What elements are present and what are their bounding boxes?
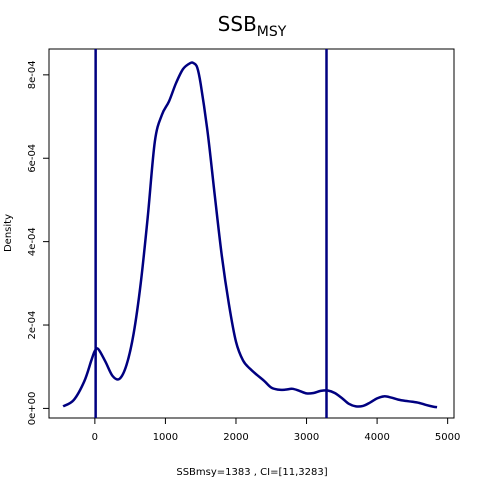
x-tick-label: 4000 xyxy=(364,432,389,443)
chart-title-subscript: MSY xyxy=(257,24,287,40)
y-tick-label: 8e-04 xyxy=(27,60,38,89)
y-tick-label: 6e-04 xyxy=(27,144,38,173)
y-tick-label: 4e-04 xyxy=(27,227,38,256)
plot-layer xyxy=(62,49,438,418)
chart-title-main: SSB xyxy=(218,12,257,36)
x-axis: 0 1000 2000 3000 4000 5000 xyxy=(92,417,460,443)
plot-area-frame xyxy=(48,48,455,419)
x-tick-label: 0 xyxy=(92,432,98,443)
x-tick-label: 3000 xyxy=(294,432,319,443)
density-curve xyxy=(62,61,438,409)
x-axis-label: SSBmsy=1383 , CI=[11,3283] xyxy=(176,467,327,478)
x-tick-label: 5000 xyxy=(435,432,460,443)
y-axis: 0e+00 2e-04 4e-04 6e-04 8e-04 xyxy=(27,60,50,426)
y-axis-label: Density xyxy=(3,214,14,252)
chart-title: SSBMSY xyxy=(218,12,287,40)
x-tick-label: 2000 xyxy=(223,432,248,443)
y-tick-label: 2e-04 xyxy=(27,311,38,340)
y-tick-label: 0e+00 xyxy=(27,392,38,426)
x-tick-label: 1000 xyxy=(153,432,178,443)
